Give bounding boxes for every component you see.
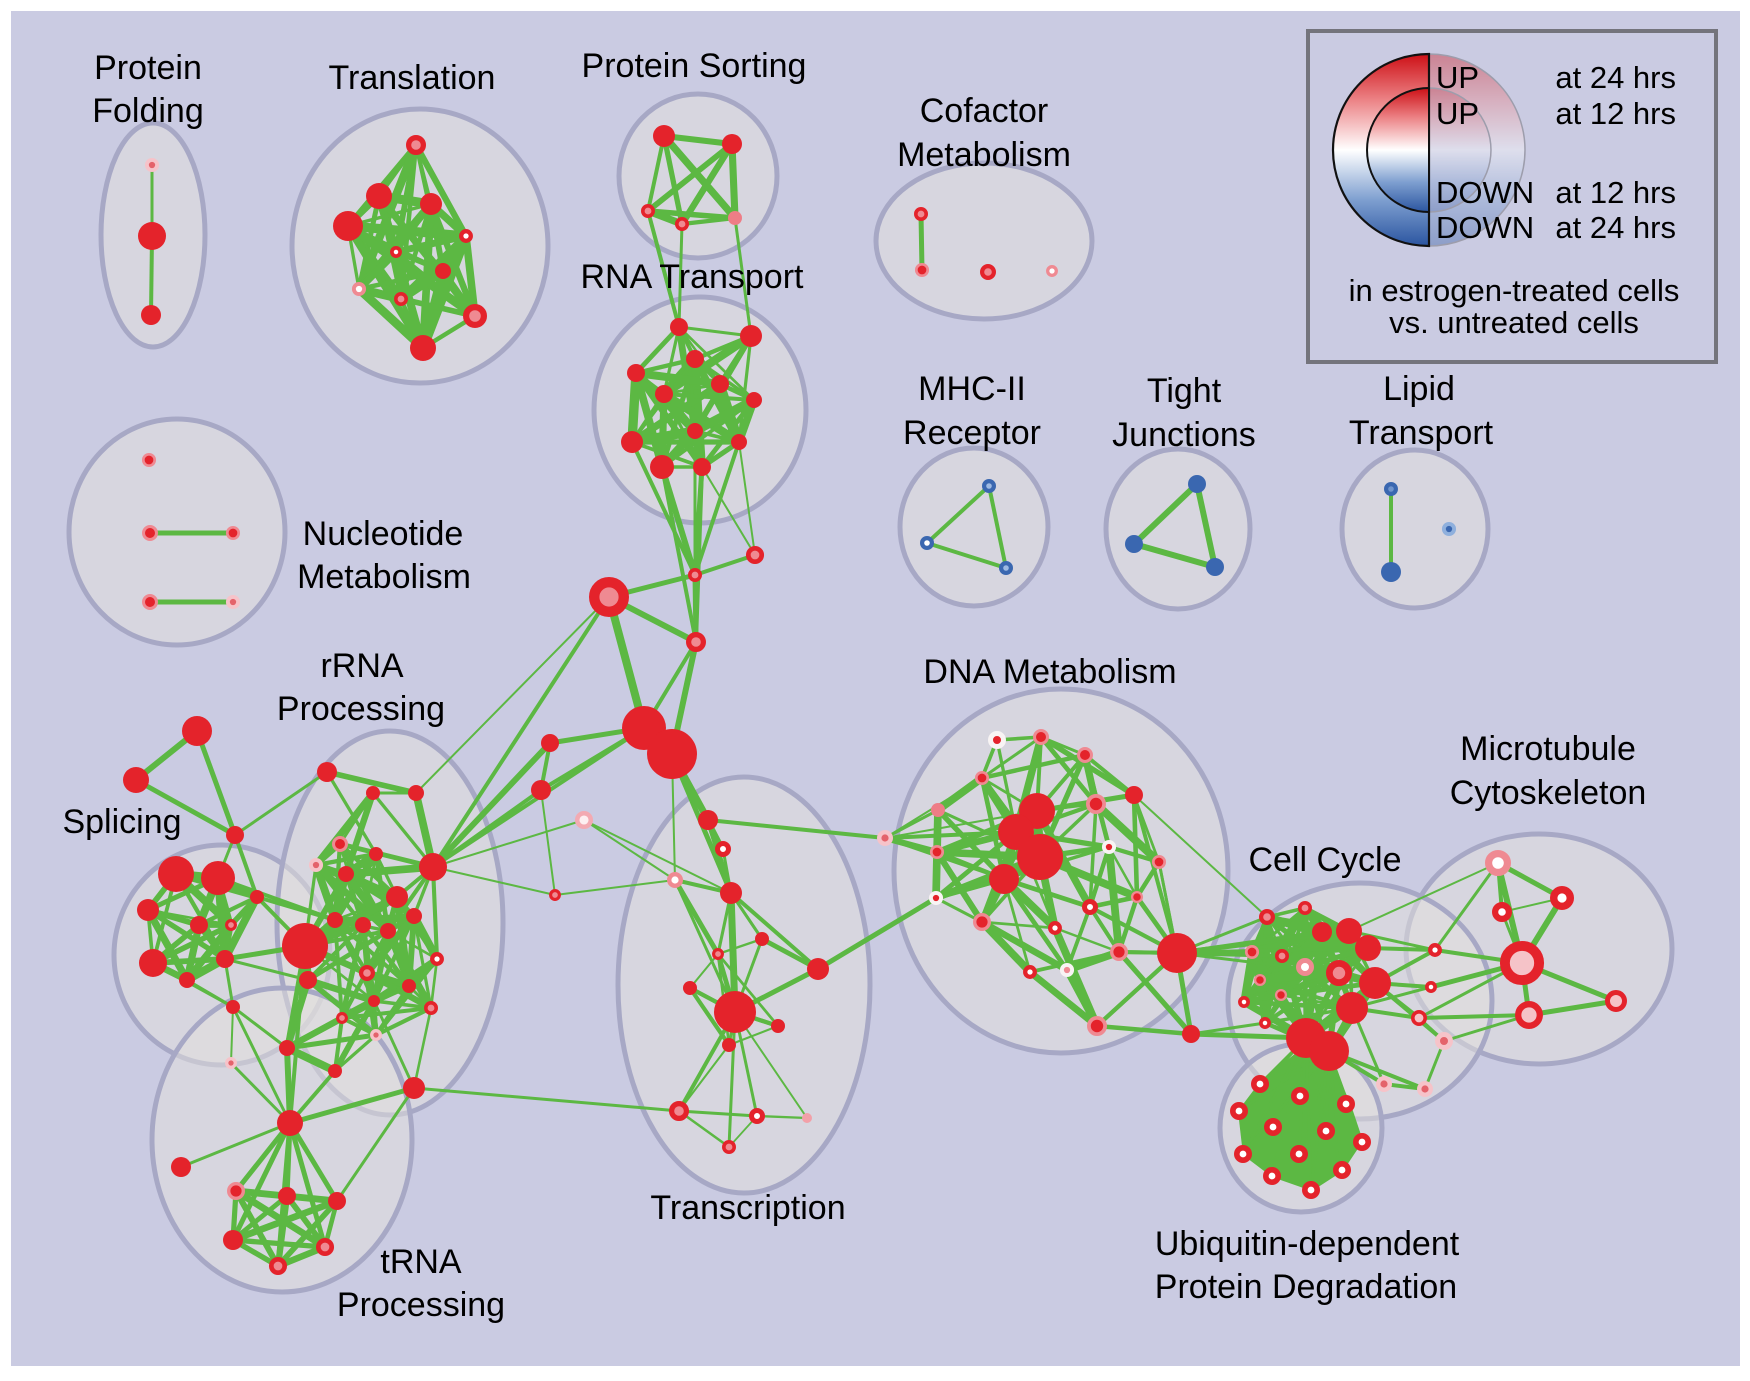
svg-text:RNA Transport: RNA Transport bbox=[581, 258, 805, 296]
svg-text:Protein: Protein bbox=[94, 49, 202, 87]
svg-text:Metabolism: Metabolism bbox=[897, 136, 1071, 174]
svg-text:Translation: Translation bbox=[329, 59, 496, 97]
svg-text:Microtubule: Microtubule bbox=[1460, 730, 1636, 768]
svg-text:Splicing: Splicing bbox=[62, 803, 181, 841]
svg-text:Junctions: Junctions bbox=[1112, 416, 1256, 454]
svg-text:DOWN: DOWN bbox=[1436, 175, 1534, 210]
svg-text:Cofactor: Cofactor bbox=[920, 92, 1049, 130]
svg-text:tRNA: tRNA bbox=[380, 1243, 462, 1281]
svg-text:rRNA: rRNA bbox=[320, 647, 403, 685]
svg-text:Processing: Processing bbox=[277, 690, 445, 728]
svg-text:Ubiquitin-dependent: Ubiquitin-dependent bbox=[1155, 1225, 1460, 1263]
svg-text:Transport: Transport bbox=[1349, 414, 1494, 452]
svg-text:Nucleotide: Nucleotide bbox=[303, 515, 464, 553]
svg-text:UP: UP bbox=[1436, 96, 1479, 131]
svg-text:Folding: Folding bbox=[92, 92, 204, 130]
svg-text:Metabolism: Metabolism bbox=[297, 558, 471, 596]
svg-text:Transcription: Transcription bbox=[650, 1189, 845, 1227]
svg-text:at 12 hrs: at 12 hrs bbox=[1555, 175, 1676, 210]
svg-text:vs. untreated cells: vs. untreated cells bbox=[1389, 305, 1639, 340]
svg-text:Processing: Processing bbox=[337, 1286, 505, 1324]
svg-text:Receptor: Receptor bbox=[903, 414, 1041, 452]
svg-text:UP: UP bbox=[1436, 60, 1479, 95]
svg-text:in estrogen-treated cells: in estrogen-treated cells bbox=[1349, 273, 1680, 308]
svg-text:Protein Sorting: Protein Sorting bbox=[582, 47, 807, 85]
svg-text:MHC-II: MHC-II bbox=[918, 370, 1026, 408]
svg-text:Cell Cycle: Cell Cycle bbox=[1248, 841, 1401, 879]
svg-text:Cytoskeleton: Cytoskeleton bbox=[1450, 774, 1647, 812]
svg-text:at 12 hrs: at 12 hrs bbox=[1555, 96, 1676, 131]
svg-text:Protein Degradation: Protein Degradation bbox=[1155, 1268, 1457, 1306]
svg-text:DNA Metabolism: DNA Metabolism bbox=[923, 653, 1176, 691]
svg-text:Lipid: Lipid bbox=[1383, 370, 1455, 408]
svg-text:at 24 hrs: at 24 hrs bbox=[1555, 60, 1676, 95]
svg-text:at 24 hrs: at 24 hrs bbox=[1555, 210, 1676, 245]
svg-text:Tight: Tight bbox=[1147, 372, 1222, 410]
svg-text:DOWN: DOWN bbox=[1436, 210, 1534, 245]
